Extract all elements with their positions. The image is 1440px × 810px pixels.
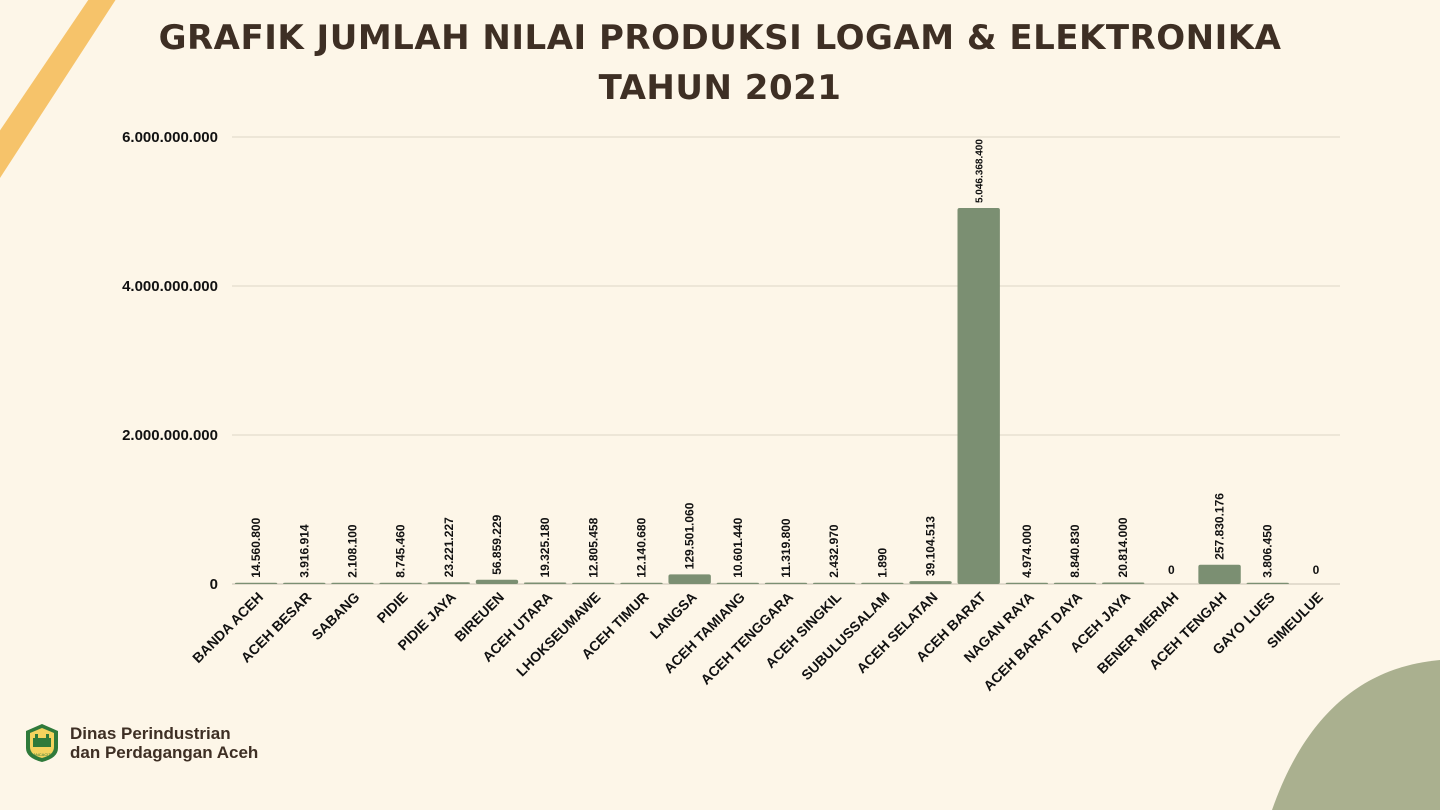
data-label: 8.745.460 xyxy=(394,524,408,578)
data-label: 39.104.513 xyxy=(924,516,938,576)
bar xyxy=(379,582,422,584)
x-tick-label: ACEH SELATAN xyxy=(853,589,940,676)
data-label: 8.840.830 xyxy=(1068,524,1082,578)
org-name-line-2: dan Perdagangan Aceh xyxy=(70,743,259,762)
org-name-line-1: Dinas Perindustrian xyxy=(70,724,231,743)
y-tick-label: 6.000.000.000 xyxy=(122,129,218,146)
x-tick-label: ACEH TAMIANG xyxy=(660,589,748,677)
organization-logo: PANCACITA Dinas Perindustrian dan Perdag… xyxy=(22,722,258,764)
bar xyxy=(957,208,1000,585)
data-label: 12.805.458 xyxy=(586,517,600,577)
data-label: 129.501.060 xyxy=(683,502,697,569)
x-tick-label: SABANG xyxy=(308,589,362,643)
data-label: 12.140.680 xyxy=(634,517,648,577)
bar xyxy=(572,582,615,584)
bar xyxy=(475,579,519,584)
bar xyxy=(234,582,278,584)
x-tick-label: ACEH TENGGARA xyxy=(697,589,796,688)
accent-leaf-blob xyxy=(1272,660,1440,810)
x-tick-label: BENER MERIAH xyxy=(1094,589,1182,677)
aceh-seal-icon: PANCACITA xyxy=(26,724,58,762)
data-label: 3.916.914 xyxy=(297,524,311,578)
data-label: 10.601.440 xyxy=(731,517,745,577)
accent-brush-stroke xyxy=(0,0,116,178)
bar xyxy=(427,582,470,584)
bar xyxy=(1005,582,1049,584)
data-label: 11.319.800 xyxy=(779,518,793,578)
data-label: 1.890 xyxy=(875,547,889,577)
bar xyxy=(331,582,374,584)
data-label: 23.221.227 xyxy=(442,517,456,577)
chart-title-line-1: GRAFIK JUMLAH NILAI PRODUKSI LOGAM & ELE… xyxy=(158,18,1282,58)
data-label: 19.325.180 xyxy=(538,517,552,577)
data-label: 2.108.100 xyxy=(345,524,359,578)
bar xyxy=(668,574,711,584)
bar xyxy=(861,582,904,584)
bar xyxy=(1102,582,1145,584)
data-label: 56.859.229 xyxy=(490,514,504,574)
y-tick-label: 2.000.000.000 xyxy=(122,427,218,444)
bar xyxy=(620,582,663,584)
data-label: 2.432.970 xyxy=(827,524,841,578)
bar xyxy=(909,581,952,584)
seal-text: PANCACITA xyxy=(31,752,54,757)
bar xyxy=(1053,582,1097,584)
chart-title-line-2: TAHUN 2021 xyxy=(598,68,842,108)
x-tick-label: LHOKSEUMAWE xyxy=(513,589,604,680)
x-tick-label: SUBULUSSALAM xyxy=(798,589,892,683)
data-label: 4.974.000 xyxy=(1020,524,1034,578)
bar xyxy=(523,582,567,584)
data-label: 0 xyxy=(1168,563,1175,577)
bar xyxy=(283,582,326,584)
bar xyxy=(812,582,856,584)
bar xyxy=(1246,582,1289,584)
data-label: 0 xyxy=(1313,563,1320,577)
data-label: 257.830.176 xyxy=(1213,493,1227,560)
data-label: 3.806.450 xyxy=(1261,524,1275,578)
data-label: 5.046.368.400 xyxy=(975,139,986,203)
bar xyxy=(1198,564,1241,584)
y-tick-label: 0 xyxy=(210,576,218,593)
data-label: 14.560.800 xyxy=(249,517,263,577)
x-tick-label: PIDIE xyxy=(374,589,411,626)
data-label: 20.814.000 xyxy=(1116,517,1130,577)
bar xyxy=(716,582,760,584)
bar xyxy=(764,582,808,584)
y-tick-label: 4.000.000.000 xyxy=(122,278,218,295)
